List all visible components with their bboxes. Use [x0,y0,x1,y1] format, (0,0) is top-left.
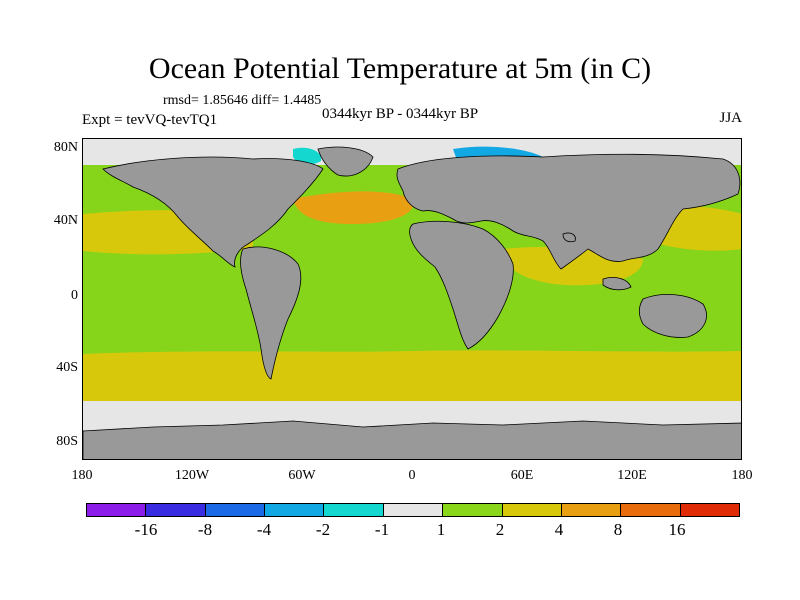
lat-tick-40s: 40S [56,360,78,375]
lon-tick-0: 0 [408,468,416,483]
lat-tick-40n: 40N [53,213,78,228]
map-panel [82,138,742,460]
colorbar-label-3: -2 [315,520,331,539]
africa [409,220,514,350]
colorbar-label-8: 8 [613,520,623,539]
colorbar-bin-0 [87,504,147,516]
baffin-cold [293,147,322,165]
north-atlantic-warm [293,191,414,224]
colorbar-label-9: 16 [668,520,686,539]
colorbar-bin-5 [383,504,444,516]
map-canvas [83,139,741,459]
colorbar [86,503,740,517]
indonesia [602,277,632,291]
colorbar-label-5: 1 [436,520,446,539]
southern-warm-band [83,350,741,401]
season-label: JJA [719,110,742,126]
colorbar-bin-10 [680,504,739,516]
experiment-label: Expt = tevVQ-tevTQ1 [82,112,218,128]
north-america [102,156,324,268]
lat-tick-80n: 80N [53,140,78,155]
australia [638,294,707,338]
south-america [240,246,302,380]
lat-tick-80s: 80S [56,434,78,449]
greenland [317,146,374,177]
eurasia [396,153,741,270]
colorbar-bin-3 [265,504,325,516]
colorbar-label-7: 4 [554,520,564,539]
colorbar-bin-7 [502,504,562,516]
colorbar-label-0: -16 [134,520,158,539]
colorbar-bin-4 [324,504,384,516]
lon-tick-180e: 180 [731,468,753,483]
land-masses [83,146,741,459]
map-title: Ocean Potential Temperature at 5m (in C) [148,52,652,85]
lat-tick-0: 0 [71,288,78,303]
colorbar-bin-2 [205,504,266,516]
arabia-island [562,232,576,243]
colorbar-label-1: -8 [197,520,213,539]
colorbar-bin-6 [443,504,503,516]
colorbar-bin-9 [621,504,681,516]
lon-tick-60w: 60W [288,468,316,483]
stats-text: rmsd= 1.85646 diff= 1.4485 [163,93,322,108]
lon-tick-60e: 60E [510,468,534,483]
colorbar-label-4: -1 [374,520,390,539]
colorbar-label-6: 2 [495,520,505,539]
lon-tick-120e: 120E [617,468,647,483]
antarctica [83,420,741,459]
lon-tick-120w: 120W [174,468,210,483]
colorbar-label-2: -4 [256,520,272,539]
colorbar-bin-1 [146,504,206,516]
period-label: 0344kyr BP - 0344kyr BP [322,106,479,122]
lon-tick-180w: 180 [71,468,93,483]
colorbar-bin-8 [561,504,622,516]
